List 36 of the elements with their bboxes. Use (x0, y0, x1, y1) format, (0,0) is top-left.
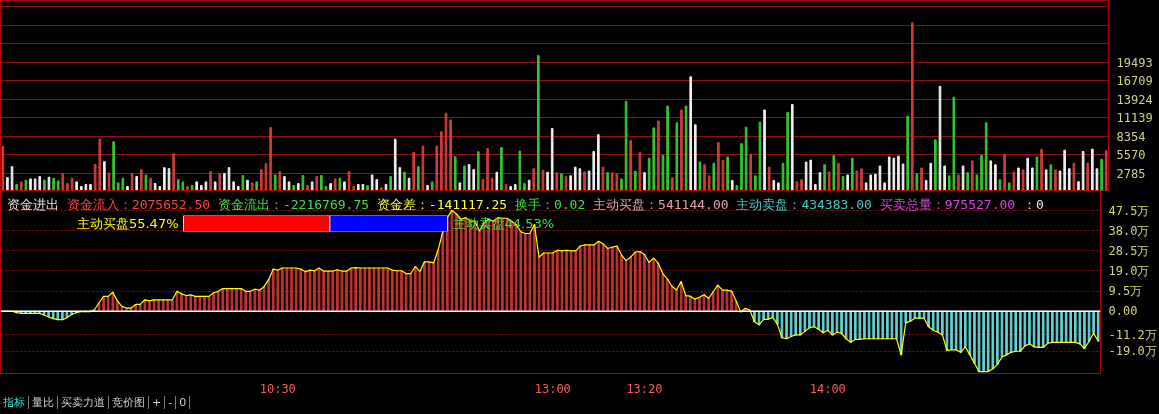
y-tick-label: 11139 (1116, 111, 1153, 126)
text: 竞价图 (109, 396, 149, 409)
x-tick-label: 13:20 (626, 381, 663, 396)
data-label: 主动买盘55.47% (76, 216, 179, 231)
annotation: ：0 (1022, 197, 1044, 212)
text: 量比 (29, 396, 58, 409)
annotation: 资金差：-141117.25 (376, 197, 508, 212)
y-tick-label: -19.0万 (1108, 344, 1157, 359)
y-tick-label: 19493 (1116, 55, 1153, 70)
x-tick-label: 14:00 (809, 381, 846, 396)
annotation: 资金流出：-2216769.75 (217, 197, 370, 212)
y-tick-label: 38.0万 (1108, 223, 1150, 238)
y-tick-label: 0.00 (1108, 304, 1138, 319)
y-tick-label: 2785 (1116, 166, 1146, 181)
annotation: 资金进出 (7, 197, 59, 212)
annotation: 主动卖盘：434383.00 (736, 197, 872, 212)
y-tick-label: 19.0万 (1108, 263, 1150, 278)
y-tick-label: 8354 (1116, 129, 1146, 144)
x-tick-label: 13:00 (534, 381, 571, 396)
y-tick-label: 16709 (1116, 74, 1153, 89)
text: + (149, 396, 166, 409)
x-tick-label: 10:30 (259, 381, 296, 396)
annotation: 换手：0.02 (514, 197, 586, 212)
annotation: 买卖总量：975527.00 (879, 197, 1016, 212)
text: 买卖力道 (58, 396, 109, 409)
y-tick-label: 9.5万 (1108, 284, 1143, 299)
text: 0 (176, 396, 191, 409)
text: - (165, 396, 177, 409)
text: 指标 (0, 396, 29, 409)
y-tick-label: -11.2万 (1108, 327, 1157, 342)
y-tick-label: 47.5万 (1108, 203, 1150, 218)
annotation: 主动买盘：541144.00 (593, 197, 729, 212)
annotation: 资金流入：2075652.50 (66, 197, 211, 212)
y-tick-label: 28.5万 (1108, 243, 1150, 258)
y-tick-label: 5570 (1116, 148, 1146, 163)
y-tick-label: 13924 (1116, 92, 1153, 107)
